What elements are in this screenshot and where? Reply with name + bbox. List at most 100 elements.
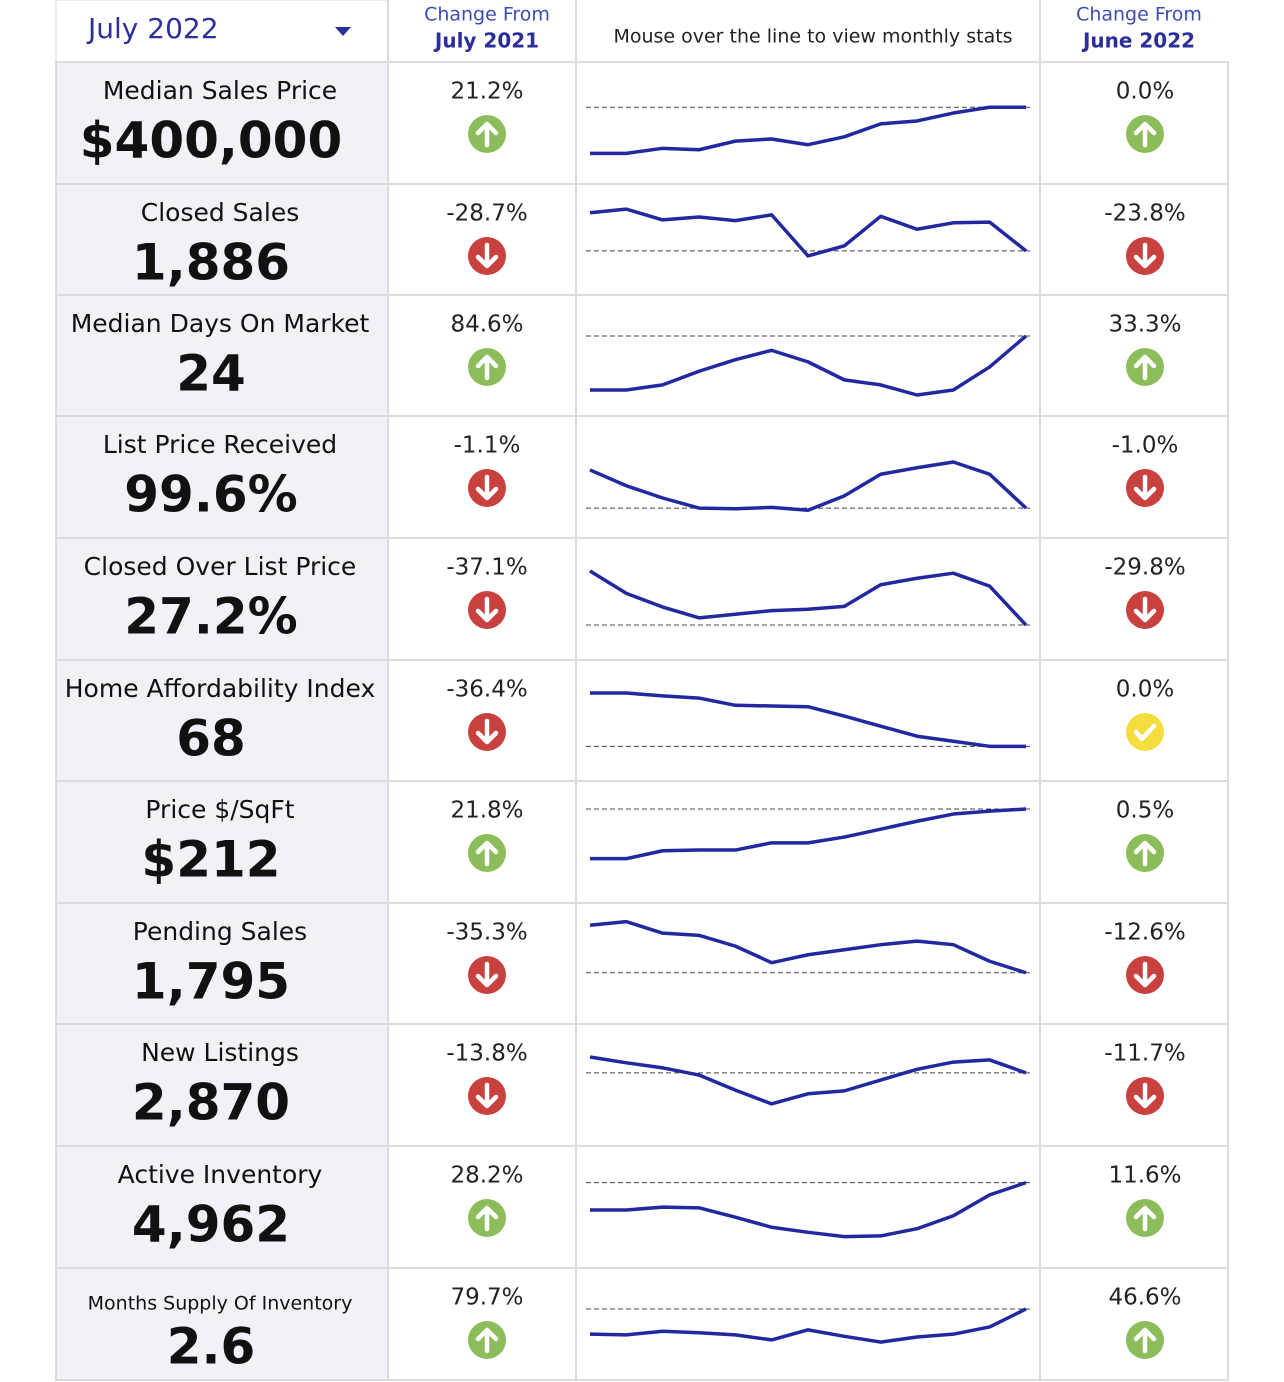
icon-glyph: [475, 242, 499, 269]
cell: [575, 902, 1041, 1025]
icon-glyph: [1133, 1205, 1157, 1232]
icon-glyph: [1133, 596, 1157, 623]
icon-glyph: [475, 840, 499, 867]
cell: [575, 415, 1041, 539]
change-month: -11.7%: [1104, 1041, 1185, 1067]
sparkline[interactable]: [590, 334, 1028, 397]
sparkline[interactable]: [589, 569, 1028, 627]
icon-glyph: [475, 1205, 499, 1232]
metric-label: Price $/SqFt: [145, 795, 294, 824]
change-year: 84.6%: [450, 312, 523, 338]
icon-glyph: [1133, 961, 1157, 988]
icon-glyph: [475, 961, 499, 988]
metric-label: Median Days On Market: [71, 309, 370, 338]
header-hint: Mouse over the line to view monthly stat…: [613, 26, 1012, 48]
period-select[interactable]: July 2022: [86, 12, 219, 45]
label-cell: [55, 780, 389, 904]
metric-label: New Listings: [141, 1038, 299, 1067]
cell: [575, 294, 1041, 417]
icon-glyph: [475, 718, 499, 745]
cell: [575, 61, 1041, 185]
metric-label: Closed Sales: [141, 198, 299, 227]
change-month: 11.6%: [1108, 1163, 1181, 1189]
icon-glyph: [475, 474, 499, 501]
icon-glyph: [1133, 840, 1157, 867]
icon-glyph: [1133, 1082, 1157, 1109]
cell: [575, 1267, 1041, 1381]
sparkline[interactable]: [590, 807, 1027, 861]
label-cell: [55, 294, 389, 417]
metric-value: 24: [176, 345, 246, 403]
trend-icon: [1126, 713, 1164, 751]
icon-glyph: [475, 596, 499, 623]
icon-glyph: [1133, 474, 1157, 501]
change-month: 0.0%: [1116, 79, 1174, 105]
metric-value: 4,962: [132, 1196, 290, 1254]
metric-value: 99.6%: [124, 466, 297, 524]
cell: [1039, 183, 1229, 296]
metric-label: Pending Sales: [133, 917, 307, 946]
period-cell[interactable]: [55, 0, 389, 63]
change-year: 21.8%: [450, 798, 523, 824]
metric-value: $212: [141, 831, 280, 889]
metric-label: Median Sales Price: [103, 76, 337, 105]
sparkline[interactable]: [589, 207, 1028, 258]
sparkline[interactable]: [590, 691, 1026, 749]
icon-glyph: [1133, 723, 1157, 742]
sparkline[interactable]: [589, 1307, 1027, 1344]
change-month: -29.8%: [1104, 555, 1185, 581]
label-cell: [55, 659, 389, 782]
change-year: -37.1%: [446, 555, 527, 581]
metric-label: List Price Received: [103, 430, 337, 459]
cell: [1039, 294, 1229, 417]
icon-glyph: [1133, 1327, 1157, 1354]
change-month: 0.5%: [1116, 798, 1174, 824]
label-cell: [55, 537, 389, 661]
cell: [575, 1023, 1041, 1147]
sparkline[interactable]: [590, 105, 1026, 156]
icon-glyph: [475, 354, 499, 381]
header-text: July 2021: [433, 29, 539, 53]
change-year: 21.2%: [450, 79, 523, 105]
change-year: -1.1%: [454, 433, 521, 459]
change-month: 46.6%: [1108, 1285, 1181, 1311]
cell: [575, 659, 1041, 782]
cell: [575, 537, 1041, 661]
sparkline[interactable]: [589, 919, 1027, 975]
icon-glyph: [475, 121, 499, 148]
metric-label: Home Affordability Index: [65, 674, 376, 703]
metric-value: 68: [176, 710, 246, 768]
icon-glyph: [1133, 242, 1157, 269]
metric-label: Closed Over List Price: [84, 552, 357, 581]
dropdown-arrow[interactable]: [335, 27, 351, 36]
sparkline[interactable]: [589, 460, 1028, 512]
change-month: -1.0%: [1112, 433, 1179, 459]
metric-value: 1,795: [132, 953, 290, 1011]
change-year: 28.2%: [450, 1163, 523, 1189]
change-year: -28.7%: [446, 201, 527, 227]
icon-glyph: [1133, 354, 1157, 381]
metric-value: $400,000: [80, 112, 343, 170]
label-cell: [55, 1023, 389, 1147]
label-cell: [55, 902, 389, 1025]
metric-value: 2,870: [132, 1074, 290, 1132]
label-cell: [55, 1145, 389, 1269]
metric-label: Months Supply Of Inventory: [88, 1293, 353, 1315]
header-text: Change From: [1076, 4, 1202, 26]
metric-value: 2.6: [167, 1318, 256, 1376]
change-month: 0.0%: [1116, 677, 1174, 703]
label-cell: [55, 415, 389, 539]
change-year: 79.7%: [450, 1285, 523, 1311]
metric-label: Active Inventory: [118, 1160, 323, 1189]
change-year: -36.4%: [446, 677, 527, 703]
change-year: -35.3%: [446, 920, 527, 946]
icon-glyph: [475, 1327, 499, 1354]
sparkline[interactable]: [589, 1055, 1027, 1106]
change-month: 33.3%: [1108, 312, 1181, 338]
cell: [387, 294, 577, 417]
change-year: -13.8%: [446, 1041, 527, 1067]
metric-value: 1,886: [132, 234, 290, 292]
metric-value: 27.2%: [124, 588, 297, 646]
sparkline[interactable]: [590, 1180, 1027, 1239]
